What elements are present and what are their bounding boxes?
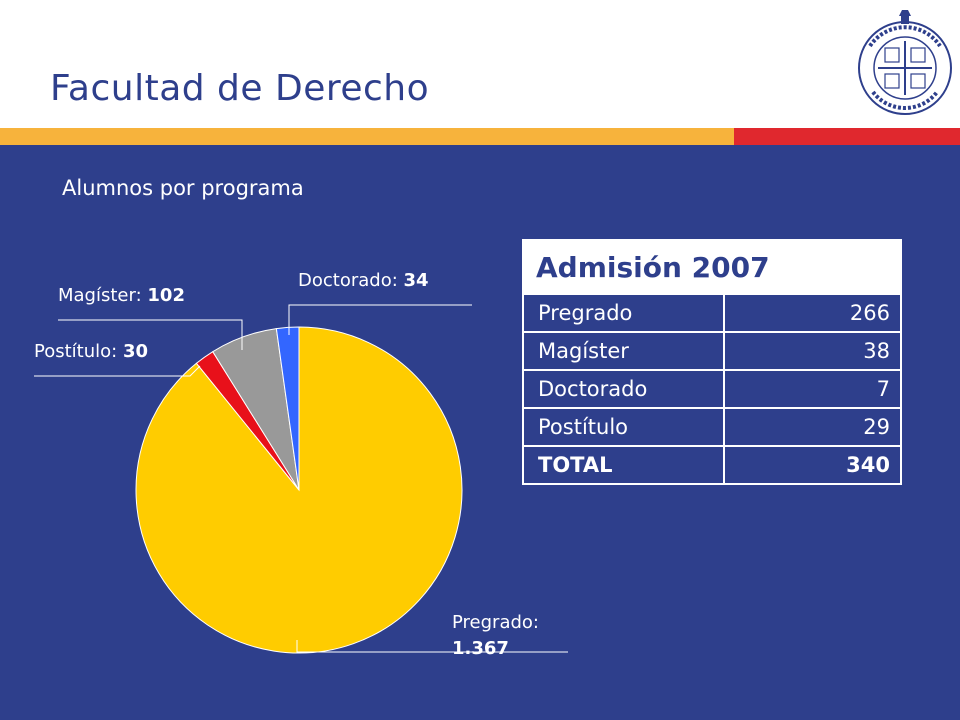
- row-value: 7: [723, 369, 902, 409]
- total-value: 340: [723, 445, 902, 485]
- label-doctorado-value: 34: [403, 270, 429, 291]
- row-value: 266: [723, 293, 902, 333]
- table-row: Postítulo 29: [522, 407, 902, 447]
- label-doctorado-name: Doctorado: [298, 270, 392, 291]
- label-magister-name: Magíster: [58, 285, 136, 306]
- total-label: TOTAL: [522, 445, 725, 485]
- row-label: Pregrado: [522, 293, 725, 333]
- label-pregrado-name: Pregrado: [452, 612, 533, 633]
- table-row: Pregrado 266: [522, 293, 902, 333]
- leader-line-pregrado: [296, 640, 568, 653]
- header-band-orange: [0, 128, 734, 145]
- chart-title: Alumnos por programa: [62, 176, 304, 200]
- row-value: 38: [723, 331, 902, 371]
- admission-table-title: Admisión 2007: [522, 239, 902, 295]
- pie-slice-doctorado: [275, 326, 300, 491]
- label-pregrado-value: 1.367: [452, 638, 509, 659]
- row-label: Magíster: [522, 331, 725, 371]
- label-postitulo-value: 30: [122, 341, 149, 362]
- label-magister: Magíster: 102: [58, 285, 185, 306]
- table-total-row: TOTAL 340: [522, 445, 902, 485]
- label-postitulo: Postítulo: 30: [34, 341, 149, 362]
- label-pregrado: Pregrado: 1.367: [452, 612, 539, 659]
- label-postitulo-name: Postítulo: [34, 341, 112, 362]
- header-band-red: [734, 128, 960, 145]
- table-row: Magíster 38: [522, 331, 902, 371]
- leader-line-magister: [58, 319, 243, 350]
- label-doctorado: Doctorado: 34: [298, 270, 429, 291]
- page-title: Facultad de Derecho: [50, 68, 430, 109]
- header: Facultad de Derecho: [0, 0, 960, 128]
- university-seal-logo: [858, 10, 952, 115]
- leader-line-postitulo: [34, 365, 201, 377]
- table-row: Doctorado 7: [522, 369, 902, 409]
- row-value: 29: [723, 407, 902, 447]
- row-label: Postítulo: [522, 407, 725, 447]
- admission-table: Admisión 2007 Pregrado 266 Magíster 38 D…: [522, 239, 902, 485]
- label-magister-value: 102: [147, 285, 185, 306]
- leader-line-doctorado: [288, 304, 472, 335]
- row-label: Doctorado: [522, 369, 725, 409]
